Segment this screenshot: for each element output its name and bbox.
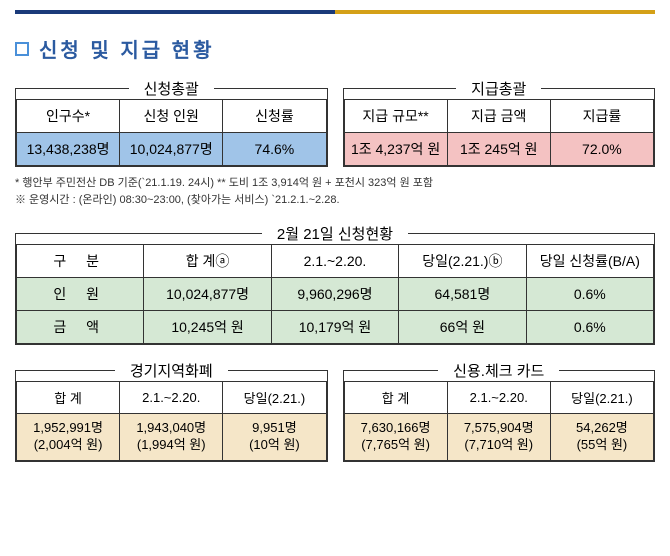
pay-header-0: 지급 규모**: [344, 100, 447, 133]
credit-check-table: 합 계 2.1.~2.20. 당일(2.21.) 7,630,166명(7,76…: [344, 381, 655, 461]
cc-cell-2: 54,262명(55억 원): [550, 414, 653, 461]
ds-r1c3: 66억 원: [399, 311, 526, 344]
page-title: 신청 및 지급 현황: [39, 34, 214, 63]
lc-cell-0: 1,952,991명(2,004억 원): [17, 414, 120, 461]
ds-r1c4: 0.6%: [526, 311, 653, 344]
app-cell-1: 10,024,877명: [120, 133, 223, 166]
app-header-0: 인구수*: [17, 100, 120, 133]
ds-header-3: 당일(2.21.)ⓑ: [399, 245, 526, 278]
pay-cell-2: 72.0%: [550, 133, 653, 166]
lc-header-1: 2.1.~2.20.: [120, 382, 223, 414]
application-summary-table: 인구수* 신청 인원 신청률 13,438,238명 10,024,877명 7…: [16, 99, 327, 166]
daily-status-legend: 2월 21일 신청현황: [262, 223, 408, 244]
app-cell-2: 74.6%: [223, 133, 326, 166]
title-bullet-icon: [15, 42, 29, 56]
pay-header-1: 지급 금액: [447, 100, 550, 133]
cc-header-0: 합 계: [344, 382, 447, 414]
daily-status-table: 구 분 합 계ⓐ 2.1.~2.20. 당일(2.21.)ⓑ 당일 신청률(B/…: [16, 244, 654, 344]
ds-r0c2: 9,960,296명: [271, 278, 398, 311]
credit-check-panel: 신용.체크 카드 합 계 2.1.~2.20. 당일(2.21.) 7,630,…: [343, 360, 656, 462]
ds-header-1: 합 계ⓐ: [144, 245, 271, 278]
cc-cell-1: 7,575,904명(7,710억 원): [447, 414, 550, 461]
payment-summary-table: 지급 규모** 지급 금액 지급률 1조 4,237억 원 1조 245억 원 …: [344, 99, 655, 166]
payment-summary-panel: 지급총괄 지급 규모** 지급 금액 지급률 1조 4,237억 원 1조 24…: [343, 78, 656, 167]
daily-status-panel: 2월 21일 신청현황 구 분 합 계ⓐ 2.1.~2.20. 당일(2.21.…: [15, 223, 655, 345]
ds-r1c0: 금 액: [17, 311, 144, 344]
ds-r0c3: 64,581명: [399, 278, 526, 311]
ds-r0c1: 10,024,877명: [144, 278, 271, 311]
local-currency-table: 합 계 2.1.~2.20. 당일(2.21.) 1,952,991명(2,00…: [16, 381, 327, 461]
ds-r0c0: 인 원: [17, 278, 144, 311]
ds-r1c1: 10,245억 원: [144, 311, 271, 344]
pay-header-2: 지급률: [550, 100, 653, 133]
footnote-2: ※ 운영시간 : (온라인) 08:30~23:00, (찾아가는 서비스) `…: [15, 192, 655, 209]
lc-header-0: 합 계: [17, 382, 120, 414]
credit-check-legend: 신용.체크 카드: [438, 360, 559, 381]
title-row: 신청 및 지급 현황: [15, 34, 655, 63]
cc-header-1: 2.1.~2.20.: [447, 382, 550, 414]
app-cell-0: 13,438,238명: [17, 133, 120, 166]
app-header-1: 신청 인원: [120, 100, 223, 133]
top-accent-bar: [15, 10, 655, 14]
application-summary-panel: 신청총괄 인구수* 신청 인원 신청률 13,438,238명 10,024,8…: [15, 78, 328, 167]
footnote-1: * 행안부 주민전산 DB 기준(`21.1.19. 24시) ** 도비 1조…: [15, 175, 655, 192]
footnotes: * 행안부 주민전산 DB 기준(`21.1.19. 24시) ** 도비 1조…: [15, 175, 655, 208]
ds-header-2: 2.1.~2.20.: [271, 245, 398, 278]
payment-summary-legend: 지급총괄: [456, 78, 541, 99]
cc-header-2: 당일(2.21.): [550, 382, 653, 414]
ds-header-0: 구 분: [17, 245, 144, 278]
lc-header-2: 당일(2.21.): [223, 382, 326, 414]
lc-cell-1: 1,943,040명(1,994억 원): [120, 414, 223, 461]
lc-cell-2: 9,951명(10억 원): [223, 414, 326, 461]
local-currency-panel: 경기지역화폐 합 계 2.1.~2.20. 당일(2.21.) 1,952,99…: [15, 360, 328, 462]
ds-header-4: 당일 신청률(B/A): [526, 245, 653, 278]
ds-r0c4: 0.6%: [526, 278, 653, 311]
app-header-2: 신청률: [223, 100, 326, 133]
pay-cell-1: 1조 245억 원: [447, 133, 550, 166]
pay-cell-0: 1조 4,237억 원: [344, 133, 447, 166]
application-summary-legend: 신청총괄: [129, 78, 214, 99]
ds-r1c2: 10,179억 원: [271, 311, 398, 344]
local-currency-legend: 경기지역화폐: [115, 360, 228, 381]
cc-cell-0: 7,630,166명(7,765억 원): [344, 414, 447, 461]
